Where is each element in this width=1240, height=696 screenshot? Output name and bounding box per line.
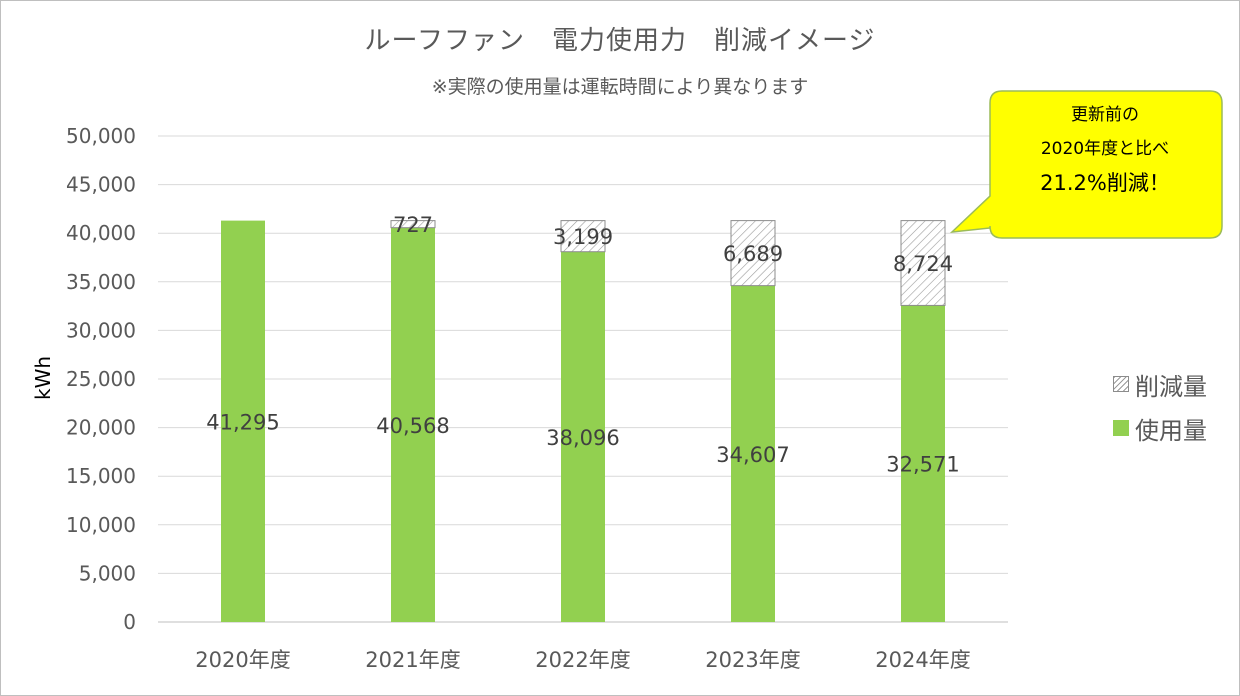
x-tick-label: 2021年度 [365,648,460,672]
bar-usage [731,285,775,622]
data-labels: 41,295 727 40,568 3,199 38,096 6,689 34,607 8,7… [206,213,959,477]
bars [221,220,946,622]
legend-swatch-reduction [1113,376,1129,392]
data-label-reduction: 727 [393,213,433,237]
legend-item-usage: 使用量 [1113,406,1207,450]
y-axis-label: kWh [31,356,55,400]
y-tick-label: 35,000 [66,270,136,294]
data-label-usage: 38,096 [546,426,619,450]
x-tick-label: 2023年度 [705,648,800,672]
y-tick-label: 25,000 [66,367,136,391]
y-tick-label: 0 [123,610,136,634]
callout-bubble [949,90,1223,239]
x-axis-ticks: 2020年度 2021年度 2022年度 2023年度 2024年度 [195,648,970,672]
data-label-usage: 41,295 [206,410,279,434]
y-tick-label: 5,000 [79,561,136,585]
y-tick-label: 50,000 [66,124,136,148]
chart-subtitle: ※実際の使用量は運転時間により異なります [431,76,809,98]
data-label-reduction: 3,199 [553,225,613,249]
y-tick-label: 15,000 [66,464,136,488]
bar-usage [221,220,265,622]
y-tick-label: 45,000 [66,173,136,197]
data-label-usage: 40,568 [376,414,449,438]
bar-reduction [900,220,946,306]
x-tick-label: 2022年度 [535,648,630,672]
bar-usage [901,305,945,622]
callout-line-1: 更新前の [1071,105,1139,125]
bar-reduction [390,220,436,229]
legend-item-reduction: 削減量 [1113,362,1207,406]
callout-line-3: 21.2%削減！ [1040,171,1170,195]
bar-reduction [730,220,776,287]
y-tick-label: 30,000 [66,318,136,342]
data-label-usage: 32,571 [886,453,959,477]
data-label-reduction: 6,689 [723,242,783,266]
x-tick-label: 2024年度 [875,648,970,672]
x-tick-label: 2020年度 [195,648,290,672]
y-tick-label: 10,000 [66,513,136,537]
bar-usage [561,251,605,622]
legend-swatch-usage [1113,420,1129,436]
chart-title: ルーフファン 電力使用力 削減イメージ [364,26,876,56]
y-tick-label: 40,000 [66,221,136,245]
data-label-reduction: 8,724 [893,252,953,276]
legend: 削減量 使用量 [1113,362,1207,450]
y-tick-label: 20,000 [66,416,136,440]
bar-reduction [560,220,606,253]
callout-line-2: 2020年度と比べ [1040,139,1170,159]
callout-text: 更新前の 2020年度と比べ 21.2%削減！ [990,98,1220,200]
y-axis-ticks: 0 5,000 10,000 15,000 20,000 25,000 30,000 35,0… [66,124,136,634]
data-label-usage: 34,607 [716,443,789,467]
legend-label-reduction: 削減量 [1135,372,1207,401]
legend-label-usage: 使用量 [1135,416,1207,445]
bar-usage [391,227,435,622]
